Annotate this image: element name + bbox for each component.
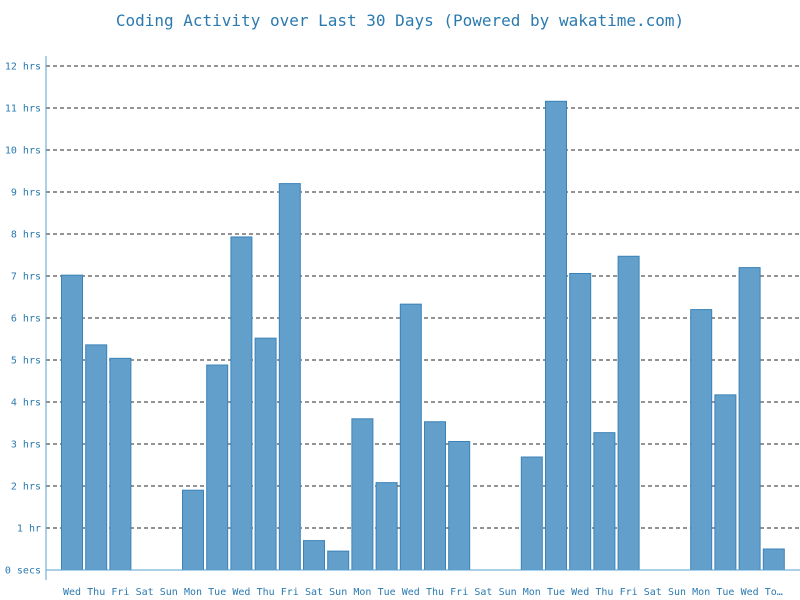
x-tick-label: Sat xyxy=(474,587,492,598)
x-tick-label: Tue xyxy=(378,587,396,598)
y-tick-label: 4 hrs xyxy=(11,398,41,409)
x-tick-label: Sat xyxy=(644,587,662,598)
bar xyxy=(61,274,83,571)
y-tick-label: 10 hrs xyxy=(5,146,41,157)
x-tick-label: Wed xyxy=(232,587,250,598)
bar xyxy=(375,482,398,571)
x-tick-label: Tue xyxy=(208,587,226,598)
y-axis-tick-labels: 0 secs 1 hr 2 hrs 3 hrs 4 hrs 5 hrs 6 hrs 7 hrs… xyxy=(5,62,41,577)
x-tick-label: Wed xyxy=(63,587,81,598)
y-tick-label: 11 hrs xyxy=(5,104,41,115)
y-tick-label: 2 hrs xyxy=(11,482,41,493)
x-tick-label: Sat xyxy=(305,587,323,598)
x-tick-label: To… xyxy=(765,587,783,598)
y-tick-label: 5 hrs xyxy=(11,356,41,367)
y-tick-label: 6 hrs xyxy=(11,314,41,325)
bar xyxy=(762,548,785,571)
bar xyxy=(182,489,204,571)
x-tick-label: Mon xyxy=(353,587,371,598)
bar xyxy=(448,440,471,571)
x-tick-label: Sat xyxy=(136,587,154,598)
x-tick-label: Tue xyxy=(716,587,734,598)
x-tick-label: Fri xyxy=(450,587,468,598)
bar xyxy=(545,100,567,571)
bar xyxy=(206,364,229,571)
x-tick-label: Thu xyxy=(426,587,444,598)
bar xyxy=(520,456,543,571)
x-tick-label: Tue xyxy=(547,587,565,598)
x-tick-label: Mon xyxy=(523,587,541,598)
x-tick-label: Wed xyxy=(741,587,759,598)
y-tick-label: 1 hr xyxy=(17,524,41,535)
bar xyxy=(399,303,422,571)
x-tick-label: Sun xyxy=(668,587,686,598)
bar xyxy=(303,540,325,571)
bar xyxy=(254,337,277,571)
y-tick-label: 7 hrs xyxy=(11,272,41,283)
x-tick-label: Fri xyxy=(111,587,129,598)
y-tick-label: 0 secs xyxy=(5,566,41,577)
bar xyxy=(230,236,253,571)
chart-title: Coding Activity over Last 30 Days (Power… xyxy=(116,11,684,30)
x-tick-label: Fri xyxy=(281,587,299,598)
bars xyxy=(61,100,785,571)
bar xyxy=(327,550,350,571)
bar xyxy=(424,421,446,571)
x-tick-label: Wed xyxy=(402,587,420,598)
x-tick-label: Fri xyxy=(620,587,638,598)
x-tick-label: Mon xyxy=(692,587,710,598)
bar xyxy=(85,344,108,571)
y-tick-label: 3 hrs xyxy=(11,440,41,451)
y-tick-label: 8 hrs xyxy=(11,230,41,241)
bar xyxy=(278,183,301,571)
x-tick-label: Sun xyxy=(499,587,517,598)
x-tick-label: Sun xyxy=(329,587,347,598)
x-tick-label: Thu xyxy=(87,587,105,598)
bar xyxy=(714,394,737,571)
x-tick-label: Thu xyxy=(595,587,613,598)
bar xyxy=(738,267,761,571)
bar xyxy=(569,272,592,571)
x-axis-tick-labels: Wed Thu Fri Sat Sun Mon Tue Wed Thu Fri Sat Sun Mon T… xyxy=(63,587,783,598)
bar xyxy=(109,357,132,571)
bar xyxy=(351,418,374,571)
gridlines xyxy=(46,65,800,529)
bar xyxy=(690,309,713,571)
x-tick-label: Mon xyxy=(184,587,202,598)
bar xyxy=(593,432,616,571)
y-tick-label: 12 hrs xyxy=(5,62,41,73)
x-tick-label: Sun xyxy=(160,587,178,598)
bar xyxy=(617,255,640,571)
x-tick-label: Thu xyxy=(257,587,275,598)
x-tick-label: Wed xyxy=(571,587,589,598)
y-tick-label: 9 hrs xyxy=(11,188,41,199)
